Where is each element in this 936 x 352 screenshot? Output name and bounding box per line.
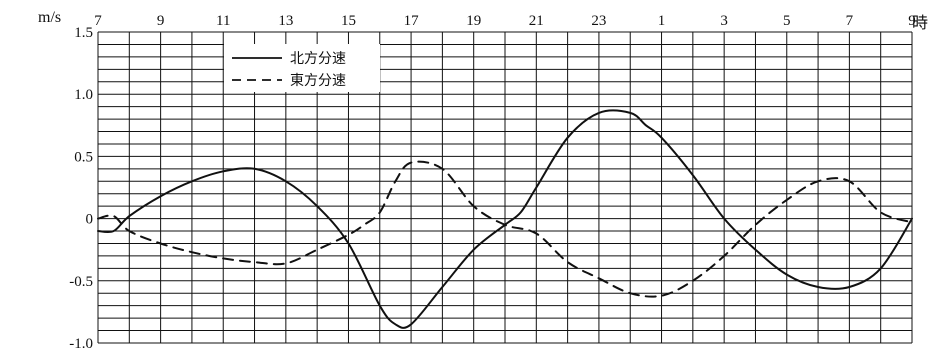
x-tick-label: 13 — [278, 13, 293, 29]
y-tick-label: 0.5 — [74, 149, 93, 165]
series-line-east — [97, 160, 913, 298]
x-tick-label: 11 — [216, 13, 230, 29]
y-tick-label: -0.5 — [69, 274, 93, 290]
series-group — [97, 109, 913, 329]
legend: 北方分速 東方分速 — [224, 44, 380, 92]
x-tick-label: 7 — [846, 13, 854, 29]
legend-label-north: 北方分速 — [290, 51, 346, 67]
grid — [97, 31, 913, 344]
y-tick-label: 0 — [86, 212, 94, 228]
x-tick-label: 9 — [908, 13, 916, 29]
y-tick-label: -1.0 — [69, 336, 93, 352]
x-tick-label: 7 — [94, 13, 102, 29]
x-tick-label: 9 — [157, 13, 165, 29]
x-axis-unit: 時 — [912, 14, 928, 32]
x-tick-label: 23 — [591, 13, 606, 29]
x-tick-label: 1 — [658, 13, 666, 29]
y-axis-unit: m/s — [38, 9, 61, 26]
x-tick-label: 3 — [720, 13, 728, 29]
legend-box — [224, 44, 380, 92]
x-tick-label: 17 — [404, 13, 420, 29]
y-tick-label: 1.0 — [74, 87, 93, 103]
x-tick-label: 21 — [529, 13, 544, 29]
x-tick-label: 5 — [783, 13, 791, 29]
x-tick-label: 15 — [341, 13, 356, 29]
y-tick-label: 1.5 — [74, 25, 93, 41]
legend-label-east: 東方分速 — [290, 73, 346, 89]
tick-labels: 7 9 11 13 15 17 19 21 23 1 3 5 7 91.51.00.50-0.5-1.0 — [69, 13, 916, 352]
x-tick-label: 19 — [466, 13, 481, 29]
